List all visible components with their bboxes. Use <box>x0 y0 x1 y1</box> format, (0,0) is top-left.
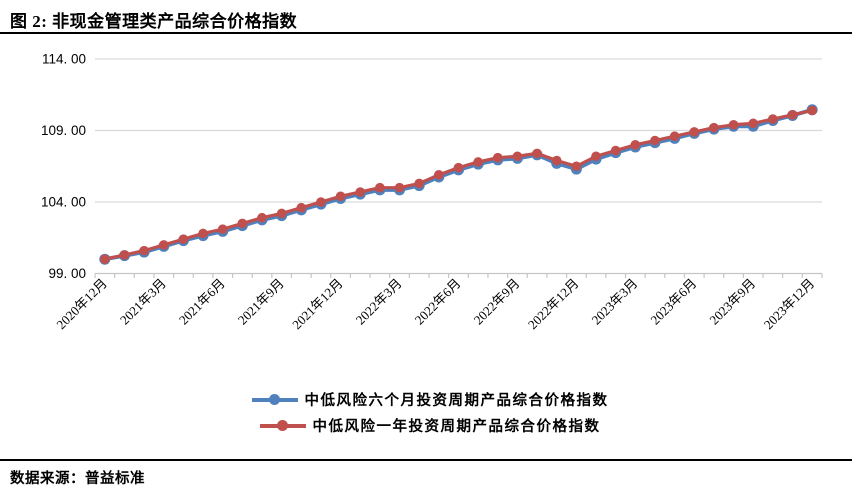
x-tick-label: 2022年6月 <box>412 276 464 328</box>
legend-label: 中低风险一年投资周期产品综合价格指数 <box>312 419 601 435</box>
x-tick-label: 2022年12月 <box>525 276 582 333</box>
x-tick-label: 2023年12月 <box>761 276 818 333</box>
series-marker-1year <box>276 208 287 219</box>
series-marker-1year <box>748 118 759 129</box>
series-marker-1year <box>551 155 562 166</box>
series-marker-1year <box>158 240 169 250</box>
chart-legend: 中低风险六个月投资周期产品综合价格指数 中低风险一年投资周期产品综合价格指数 <box>0 389 860 436</box>
x-tick-label: 2020年12月 <box>53 276 110 333</box>
series-marker-1year <box>807 105 817 116</box>
series-marker-1year <box>787 109 798 120</box>
series-marker-1year <box>473 157 483 167</box>
series-marker-1year <box>709 122 719 133</box>
series-marker-1year <box>100 254 110 264</box>
legend-dot-swatch <box>268 394 280 405</box>
series-marker-1year <box>198 228 208 239</box>
series-marker-1year <box>335 191 346 202</box>
x-tick-label: 2021年3月 <box>117 276 169 328</box>
series-marker-1year <box>296 202 307 213</box>
title-divider-line <box>0 32 852 34</box>
footer-divider-line <box>0 459 852 461</box>
x-tick-label: 2021年12月 <box>289 276 346 333</box>
series-marker-1year <box>728 119 739 130</box>
series-marker-1year <box>414 178 425 189</box>
x-tick-label: 2023年6月 <box>647 276 699 328</box>
figure-title: 图 2: 非现金管理类产品综合价格指数 <box>10 12 298 31</box>
y-tick-label: 109. 00 <box>41 123 86 138</box>
series-marker-1year <box>532 148 542 159</box>
series-marker-1year <box>217 224 228 234</box>
series-marker-1year <box>512 151 523 162</box>
series-marker-1year <box>492 152 503 163</box>
legend-item-1year: 中低风险一年投资周期产品综合价格指数 <box>259 415 601 436</box>
series-marker-1year <box>316 197 326 207</box>
series-marker-1year <box>630 140 641 150</box>
x-tick-label: 2022年3月 <box>353 276 405 328</box>
legend-dot-swatch <box>276 420 288 431</box>
series-marker-1year <box>355 187 366 197</box>
series-marker-1year <box>768 114 778 124</box>
series-marker-1year <box>453 162 464 173</box>
series-marker-1year <box>669 131 680 142</box>
y-tick-label: 99. 00 <box>48 266 86 281</box>
series-line-6month <box>102 107 815 262</box>
blue-line-marker-icon <box>251 393 298 406</box>
x-tick-label: 2022年9月 <box>471 276 523 328</box>
series-marker-1year <box>650 135 660 146</box>
x-tick-label: 2023年3月 <box>588 276 640 328</box>
series-marker-1year <box>375 182 385 193</box>
red-line-marker-icon <box>259 419 306 432</box>
legend-label: 中低风险六个月投资周期产品综合价格指数 <box>304 393 609 409</box>
series-marker-1year <box>610 145 621 156</box>
x-tick-label: 2021年6月 <box>176 276 228 328</box>
data-source-note: 数据来源：普益标准 <box>10 471 145 487</box>
x-tick-label: 2021年9月 <box>235 276 287 328</box>
y-tick-label: 104. 00 <box>41 195 86 210</box>
series-marker-1year <box>139 245 149 256</box>
series-marker-1year <box>689 127 700 137</box>
series-marker-1year <box>571 161 582 172</box>
series-marker-1year <box>178 234 189 244</box>
series-marker-1year <box>394 182 405 193</box>
y-tick-label: 114. 00 <box>42 52 86 67</box>
series-marker-1year <box>591 151 601 162</box>
series-marker-1year <box>434 170 444 180</box>
x-tick-label: 2023年9月 <box>706 276 758 328</box>
series-marker-1year <box>119 250 130 260</box>
series-marker-1year <box>257 212 267 223</box>
legend-item-6month: 中低风险六个月投资周期产品综合价格指数 <box>251 389 609 410</box>
series-marker-1year <box>237 218 248 229</box>
